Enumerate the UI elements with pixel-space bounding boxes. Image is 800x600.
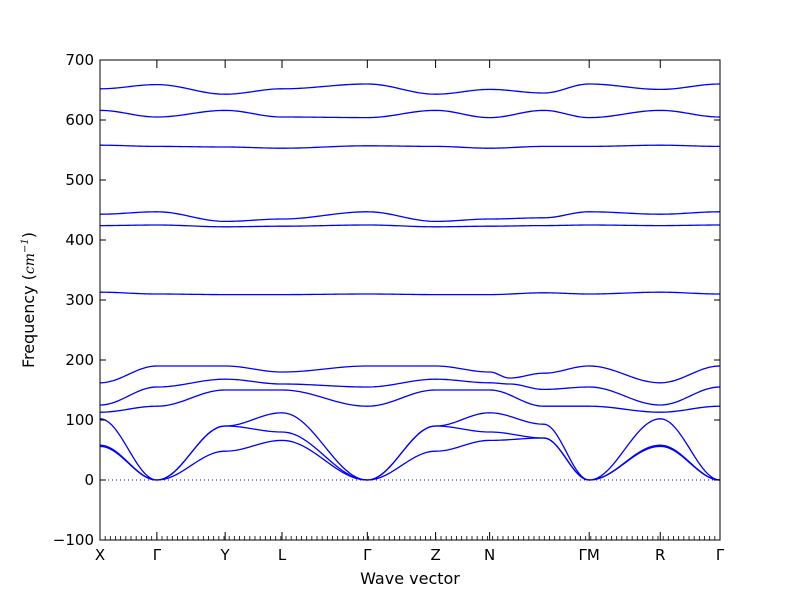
plot-area [100, 60, 720, 540]
y-tick-label: 600 [65, 111, 94, 129]
y-tick-label: −100 [53, 531, 94, 549]
band-line-12 [99, 437, 721, 481]
y-tick-label: 400 [65, 231, 94, 249]
x-tick-label: Γ [153, 546, 162, 564]
y-axis-label-main: Frequency [19, 285, 38, 368]
series-group [99, 83, 721, 481]
y-tick-label: 100 [65, 411, 94, 429]
x-tick-label: Γ [716, 546, 725, 564]
plot-frame [99, 59, 721, 541]
y-axis-label-unit: cm [22, 253, 38, 274]
x-tick-label: Γ [363, 546, 372, 564]
band-line-3 [99, 144, 721, 149]
band-line-8 [99, 378, 721, 406]
y-tick-label: 200 [65, 351, 94, 369]
x-tick-label: N [484, 546, 495, 564]
band-line-1 [99, 83, 721, 95]
band-line-7 [99, 365, 721, 384]
y-axis-label-open: ( [19, 274, 38, 285]
x-tick-label: R [655, 546, 665, 564]
y-axis-label-exp: −1 [20, 238, 31, 253]
band-line-4 [99, 211, 721, 223]
y-axis-label: Frequency (cm−1) [19, 232, 38, 368]
band-line-6 [99, 291, 721, 296]
y-tick-label: 300 [65, 291, 94, 309]
band-line-5 [100, 224, 720, 228]
x-tick-label: ΓM [579, 546, 600, 564]
y-tick-label: 700 [65, 51, 94, 69]
y-axis-label-close: ) [19, 232, 38, 238]
x-axis-label: Wave vector [360, 569, 460, 588]
band-line-2 [99, 109, 721, 119]
x-tick-label: L [278, 546, 287, 564]
y-tick-label: 0 [84, 471, 94, 489]
band-line-9 [99, 389, 721, 413]
x-tick-label: X [95, 546, 105, 564]
x-tick-label: Y [220, 546, 231, 564]
y-tick-label: 500 [65, 171, 94, 189]
x-tick-label: Z [430, 546, 440, 564]
ticks-group: −100 0 100 200 300 400 500 600 700 X Γ Y L Γ Z N ΓM R Γ [53, 51, 725, 564]
